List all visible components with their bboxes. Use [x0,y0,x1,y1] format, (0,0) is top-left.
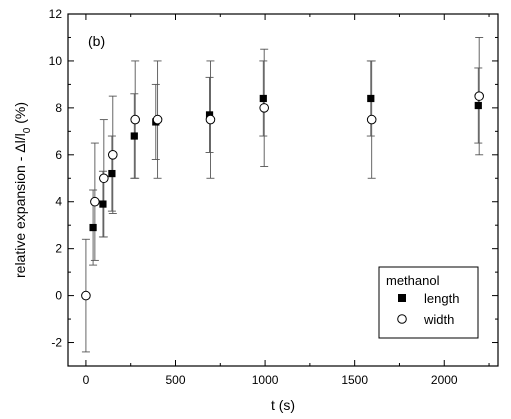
x-tick-label: 0 [83,373,90,387]
point-width [107,150,118,160]
x-axis-title: t (s) [271,397,295,413]
y-tick-label: 10 [49,54,63,68]
point-length [108,169,116,178]
y-tick-label: 6 [55,148,62,162]
point-width [81,290,91,301]
point-width [205,114,216,125]
legend-box [378,266,479,339]
y-tick-label: 4 [55,195,62,209]
y-axis-title-unit: (%) [12,102,28,128]
point-length [130,132,138,140]
y-axis-title-subscript: 0 [22,127,33,133]
legend-length-marker [398,294,406,302]
point-width [99,173,109,184]
y-tick-label: 12 [49,7,63,21]
point-width [130,114,140,125]
point-length [89,223,97,232]
x-tick-label: 2000 [431,373,458,387]
point-width [152,114,163,125]
x-tick-label: 1000 [252,373,279,387]
y-tick-label: 8 [55,101,62,115]
plot-frame [67,13,499,367]
points-layer [81,91,484,301]
point-length [367,94,375,103]
point-width [366,114,377,125]
legend: methanol length width [378,266,479,339]
legend-title: methanol [386,273,440,288]
y-tick-label: 2 [55,242,62,256]
point-length [474,101,482,110]
legend-width-marker [397,314,407,324]
point-length [259,94,267,103]
ticks-layer: 0 500 1000 1500 2000 -2 0 2 4 6 8 10 12 [49,7,498,387]
y-axis-title-main: relative expansion - Δl/l [12,133,28,278]
point-width [474,91,484,101]
point-width [90,196,100,207]
y-axis-title: relative expansion - Δl/l0 (%) [12,102,33,278]
legend-width-label: width [423,312,454,327]
legend-length-label: length [424,291,459,306]
point-length [99,200,107,208]
y-tick-label: 0 [55,289,62,303]
y-tick-label: -2 [51,336,62,350]
x-tick-label: 1500 [341,373,368,387]
point-width [259,103,269,113]
panel-label: (b) [88,33,105,49]
x-tick-label: 500 [165,373,185,387]
